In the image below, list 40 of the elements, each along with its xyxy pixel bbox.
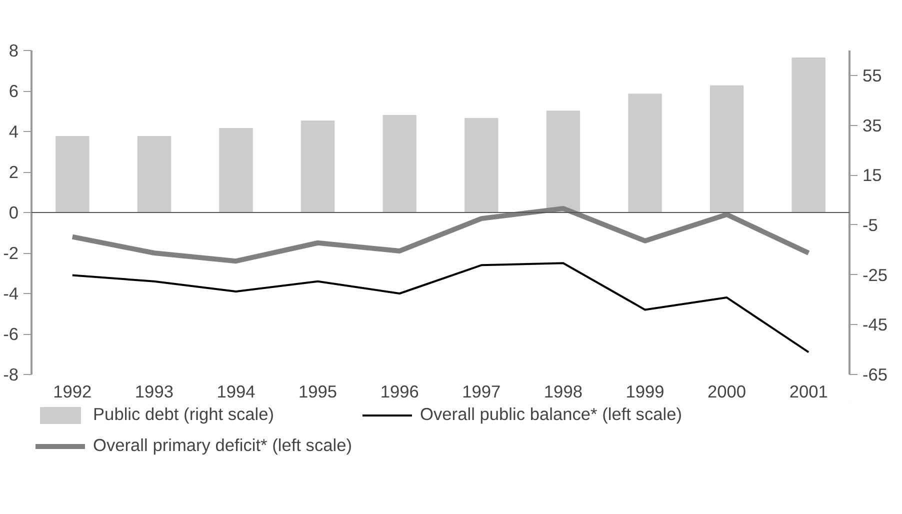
bar bbox=[546, 110, 580, 213]
bar bbox=[792, 57, 826, 213]
legend-label: Overall primary deficit* (left scale) bbox=[93, 435, 352, 456]
x-tick-label: 2001 bbox=[789, 382, 828, 402]
y-tick-label: -4 bbox=[3, 284, 19, 304]
x-tick-label: 1992 bbox=[53, 382, 92, 402]
bar bbox=[628, 94, 662, 213]
x-tick-label: 1996 bbox=[380, 382, 419, 402]
y-tick-label: 2 bbox=[8, 162, 19, 182]
y2-tick-label: -25 bbox=[862, 264, 888, 285]
y2-tick-label: -45 bbox=[862, 314, 888, 335]
bar bbox=[137, 136, 172, 213]
line-series bbox=[71, 262, 810, 354]
y-tick-label: 8 bbox=[8, 40, 19, 60]
y2-tick-label: 35 bbox=[862, 115, 882, 136]
bar bbox=[300, 120, 335, 213]
y-tick-label: -8 bbox=[3, 364, 19, 384]
bar bbox=[219, 128, 253, 213]
bar bbox=[382, 115, 416, 213]
bar bbox=[464, 118, 498, 213]
y2-tick-label: -5 bbox=[862, 214, 878, 235]
legend-label: Overall public balance* (left scale) bbox=[420, 404, 682, 425]
bar bbox=[56, 136, 90, 213]
x-tick-label: 1994 bbox=[216, 382, 256, 402]
legend-label: Public debt (right scale) bbox=[93, 404, 274, 425]
y-tick-label: 4 bbox=[8, 122, 19, 142]
y2-tick-label: -65 bbox=[862, 364, 888, 384]
y2-tick-label: 15 bbox=[862, 165, 882, 186]
y-tick-label: -2 bbox=[3, 243, 19, 263]
bar bbox=[710, 85, 744, 213]
x-tick-label: 1997 bbox=[462, 382, 501, 402]
y2-tick-label: 55 bbox=[862, 65, 882, 86]
y-tick-label: 0 bbox=[8, 202, 19, 222]
x-tick-label: 1998 bbox=[544, 382, 582, 402]
x-tick-label: 1993 bbox=[134, 382, 174, 402]
x-tick-label: 2000 bbox=[708, 382, 746, 402]
y-tick-label: -6 bbox=[3, 324, 19, 344]
x-tick-label: 1995 bbox=[298, 382, 338, 402]
x-tick-label: 1999 bbox=[626, 382, 664, 402]
y-tick-label: 6 bbox=[8, 81, 19, 101]
